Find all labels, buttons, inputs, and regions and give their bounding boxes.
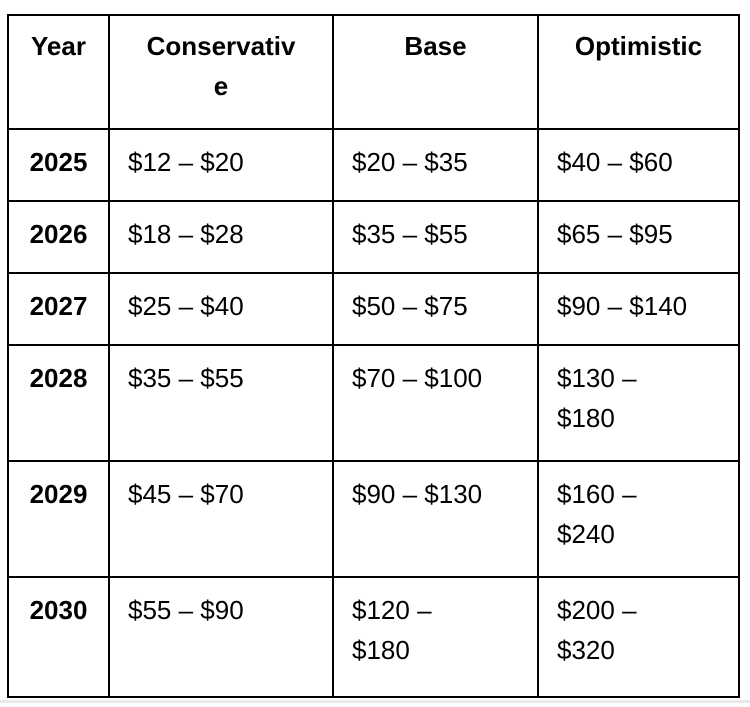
year-cell: 2029 xyxy=(7,460,110,578)
table-row: 2028 $35 – $55 $70 – $100 $130 – $180 xyxy=(7,344,740,462)
base-cell: $70 – $100 xyxy=(332,344,539,462)
conservative-cell: $18 – $28 xyxy=(108,200,334,274)
column-header-year: Year xyxy=(7,14,110,130)
base-cell: $20 – $35 xyxy=(332,128,539,202)
header-row: Year Conservativ e Base Optimistic xyxy=(7,14,740,130)
optimistic-cell: $130 – $180 xyxy=(537,344,740,462)
page-edge-line xyxy=(0,700,750,703)
optimistic-cell: $40 – $60 xyxy=(537,128,740,202)
conservative-cell: $35 – $55 xyxy=(108,344,334,462)
optimistic-cell: $160 – $240 xyxy=(537,460,740,578)
table-row: 2029 $45 – $70 $90 – $130 $160 – $240 xyxy=(7,460,740,578)
year-cell: 2030 xyxy=(7,576,110,698)
year-cell: 2027 xyxy=(7,272,110,346)
base-cell: $35 – $55 xyxy=(332,200,539,274)
column-header-base: Base xyxy=(332,14,539,130)
forecast-table: Year Conservativ e Base Optimistic 2025 … xyxy=(7,14,740,698)
base-cell: $50 – $75 xyxy=(332,272,539,346)
optimistic-cell: $200 – $320 xyxy=(537,576,740,698)
conservative-cell: $12 – $20 xyxy=(108,128,334,202)
table-row: 2026 $18 – $28 $35 – $55 $65 – $95 xyxy=(7,200,740,274)
conservative-cell: $55 – $90 xyxy=(108,576,334,698)
base-cell: $120 – $180 xyxy=(332,576,539,698)
conservative-cell: $45 – $70 xyxy=(108,460,334,578)
year-cell: 2026 xyxy=(7,200,110,274)
table-row: 2027 $25 – $40 $50 – $75 $90 – $140 xyxy=(7,272,740,346)
year-cell: 2028 xyxy=(7,344,110,462)
base-cell: $90 – $130 xyxy=(332,460,539,578)
year-cell: 2025 xyxy=(7,128,110,202)
column-header-conservative: Conservativ e xyxy=(108,14,334,130)
optimistic-cell: $90 – $140 xyxy=(537,272,740,346)
conservative-cell: $25 – $40 xyxy=(108,272,334,346)
table-row: 2025 $12 – $20 $20 – $35 $40 – $60 xyxy=(7,128,740,202)
optimistic-cell: $65 – $95 xyxy=(537,200,740,274)
column-header-optimistic: Optimistic xyxy=(537,14,740,130)
table-row: 2030 $55 – $90 $120 – $180 $200 – $320 xyxy=(7,576,740,698)
